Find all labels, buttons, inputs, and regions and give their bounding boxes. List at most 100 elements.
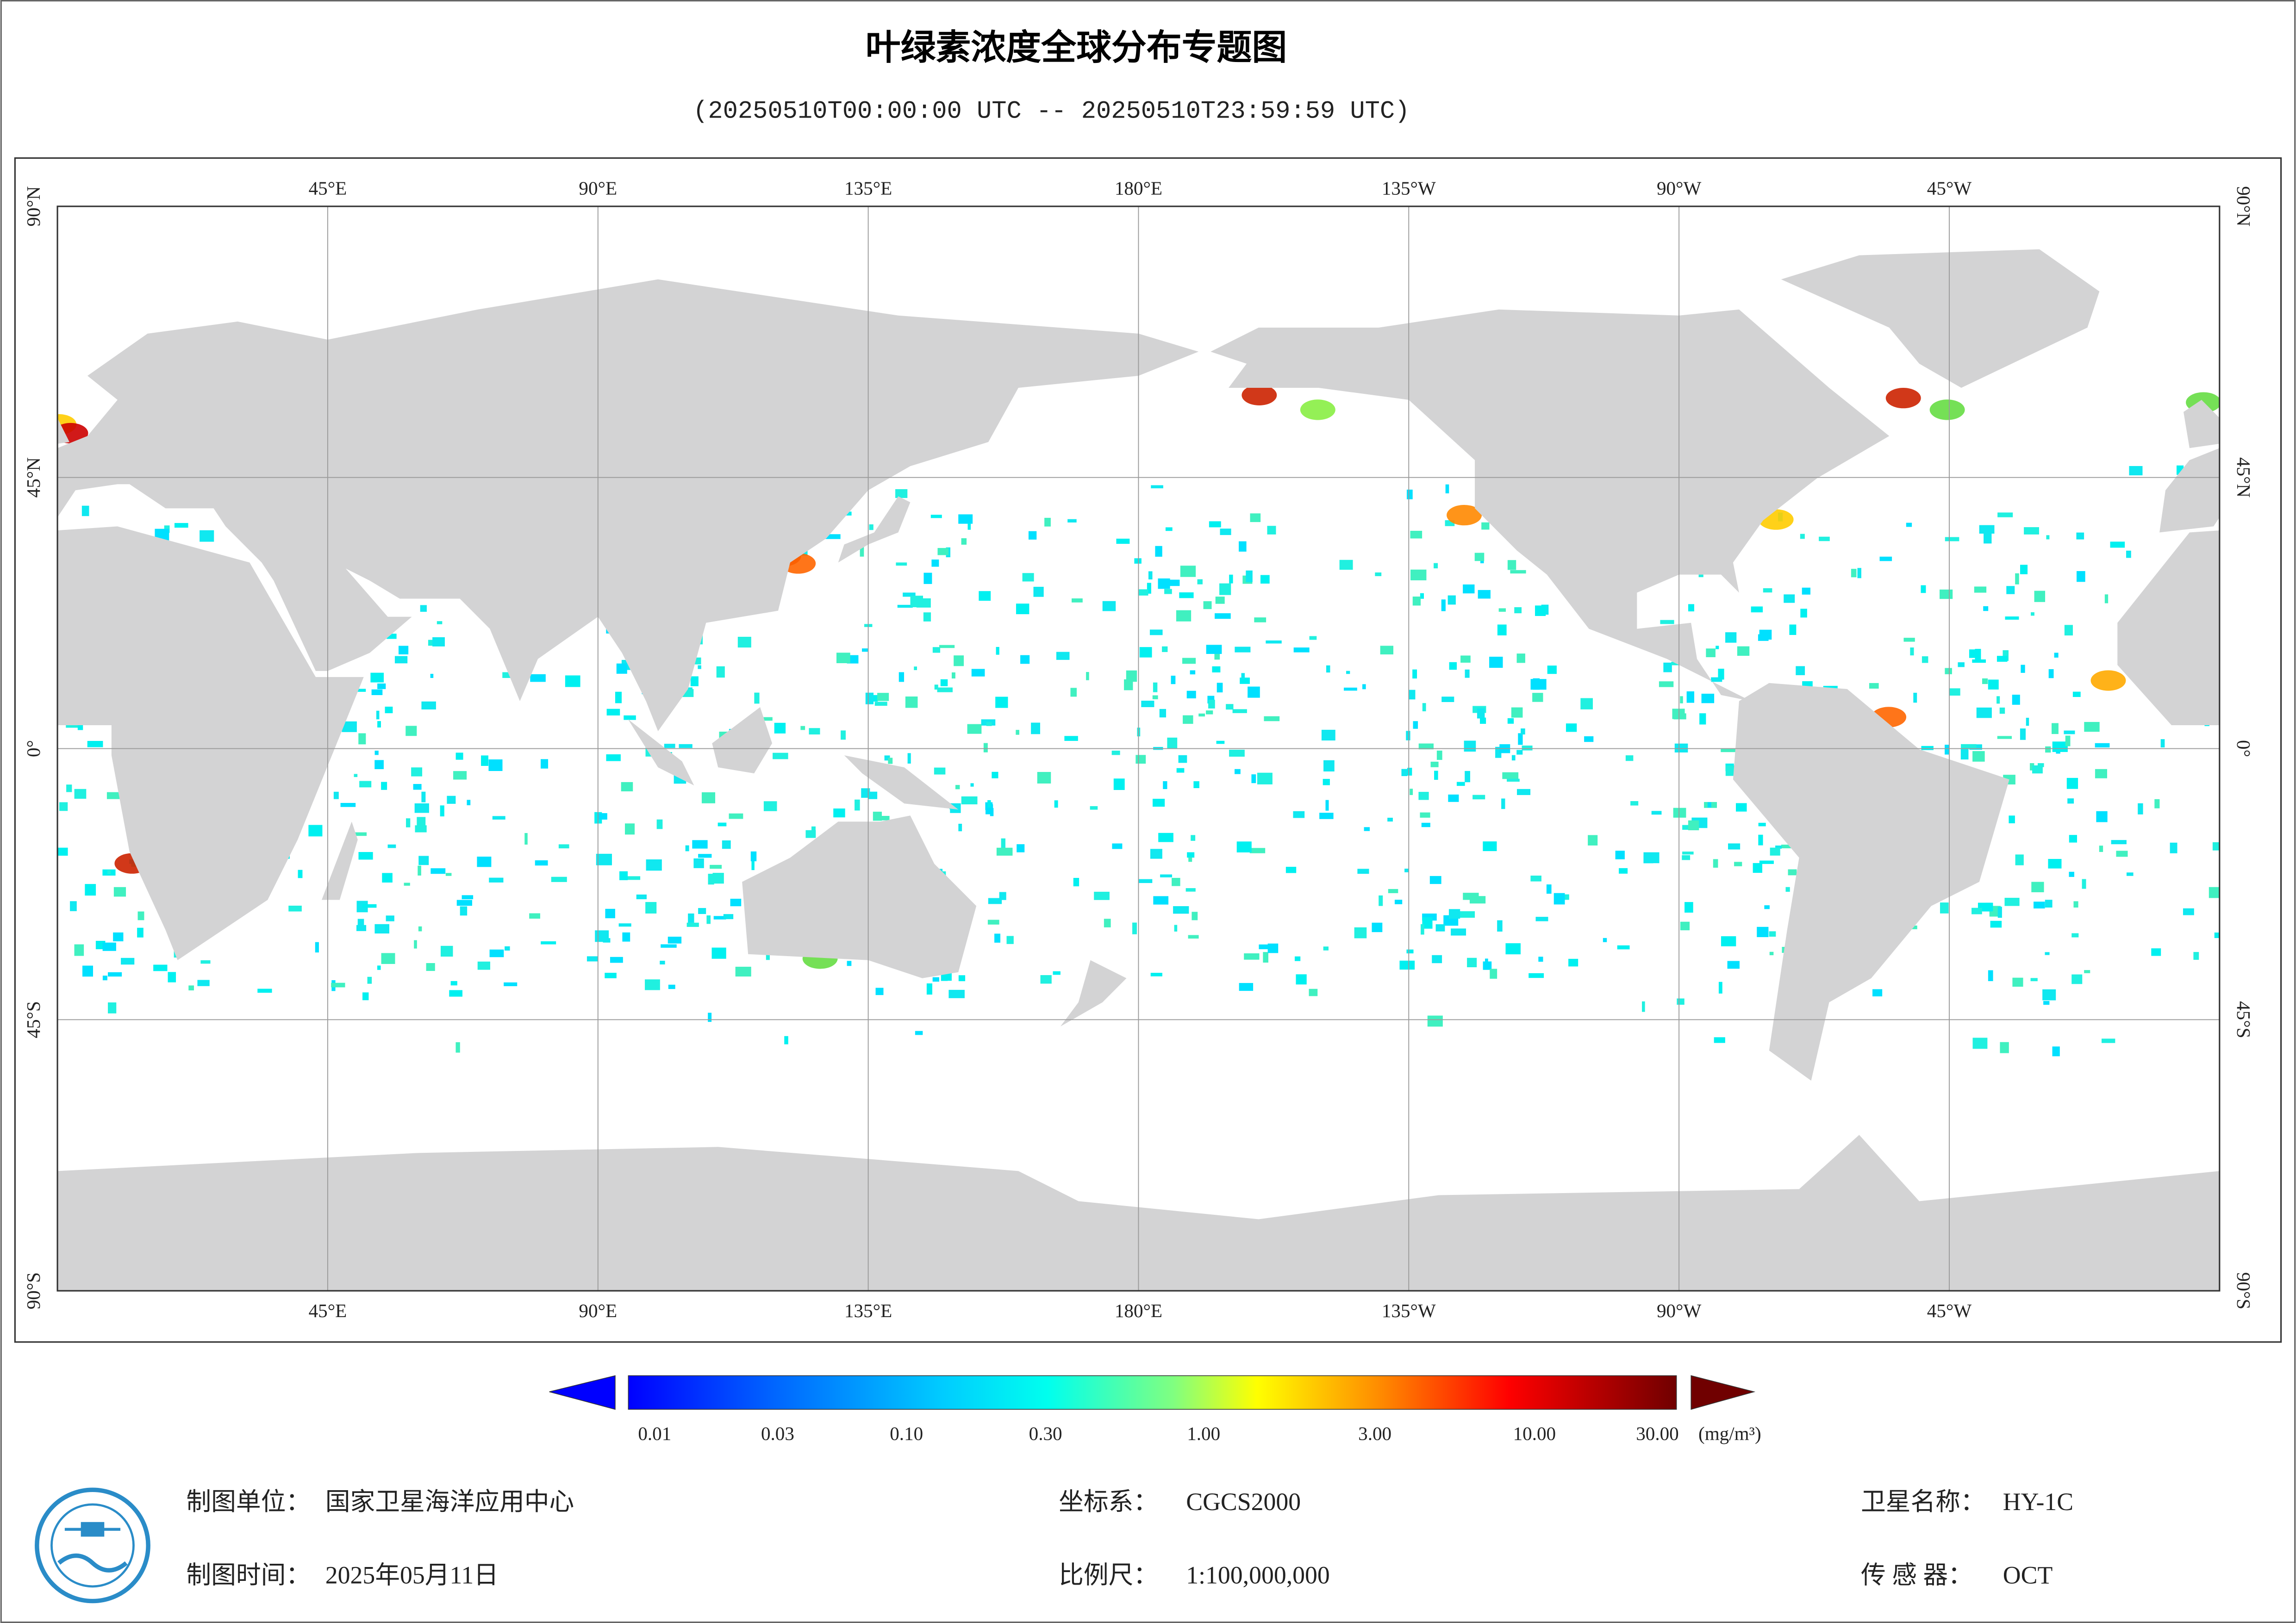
- chlorophyll-patch: [2095, 769, 2107, 778]
- chlorophyll-patch: [2067, 798, 2074, 804]
- colorbar-label: 0.30: [1029, 1423, 1062, 1444]
- chlorophyll-patch: [2021, 665, 2025, 673]
- chlorophyll-patch: [356, 925, 367, 931]
- chlorophyll-patch: [1588, 835, 1598, 846]
- longitude-label-bottom: 135°E: [844, 1300, 892, 1321]
- chlorophyll-patch: [529, 913, 540, 919]
- chlorophyll-patch: [979, 591, 991, 601]
- south-america: [1733, 683, 2009, 1081]
- chlorophyll-patch: [1309, 989, 1318, 996]
- chlorophyll-patch: [619, 871, 628, 880]
- chlorophyll-patch: [1427, 1015, 1443, 1027]
- chlorophyll-patch: [1070, 688, 1077, 697]
- chlorophyll-patch: [1643, 852, 1660, 864]
- chlorophyll-patch: [1497, 624, 1507, 635]
- chlorophyll-patch: [1721, 936, 1736, 946]
- chlorophyll-patch: [1788, 869, 1797, 876]
- chlorophyll-patch: [2126, 550, 2131, 558]
- chlorophyll-patch: [492, 816, 505, 820]
- chlorophyll-patch: [558, 844, 569, 849]
- chlorophyll-patch: [2034, 902, 2045, 909]
- chlorophyll-patch: [1112, 843, 1123, 849]
- chlorophyll-patch: [1167, 737, 1178, 749]
- chlorophyll-patch: [603, 938, 611, 943]
- chlorophyll-patch: [113, 932, 124, 942]
- chlorophyll-patch: [948, 989, 965, 998]
- chlorophyll-patch: [1521, 728, 1525, 735]
- chlorophyll-patch: [1404, 868, 1409, 872]
- chlorophyll-patch: [430, 868, 446, 874]
- chlorophyll-patch: [1372, 922, 1383, 933]
- chlorophyll-patch: [445, 873, 452, 876]
- chlorophyll-patch: [1158, 578, 1170, 589]
- chlorophyll-patch: [987, 920, 999, 925]
- chlorophyll-patch: [414, 803, 429, 813]
- chlorophyll-patch: [1819, 536, 1830, 541]
- chlorophyll-patch: [2077, 571, 2085, 582]
- chlorophyll-patch: [1682, 852, 1694, 855]
- chlorophyll-patch: [376, 710, 380, 720]
- chlorophyll-patch: [1183, 715, 1193, 724]
- chlorophyll-patch: [868, 791, 878, 799]
- chlorophyll-patch: [2005, 616, 2019, 620]
- latitude-label-left: 90°S: [23, 1272, 44, 1309]
- chlorophyll-patch: [1375, 572, 1382, 576]
- chlorophyll-patch: [362, 992, 369, 1001]
- chlorophyll-patch: [958, 823, 962, 832]
- chlorophyll-patch: [865, 692, 874, 704]
- sensor: OCT: [2003, 1561, 2053, 1589]
- colorbar-label: 0.01: [638, 1423, 671, 1444]
- chlorophyll-patch: [1116, 538, 1130, 544]
- chlorophyll-patch: [1420, 812, 1430, 818]
- chlorophyll-patch: [1040, 975, 1052, 984]
- chlorophyll-patch: [1323, 946, 1329, 951]
- chlorophyll-patch: [693, 858, 704, 868]
- chlorophyll-patch: [1680, 696, 1683, 703]
- chlorophyll-patch: [1111, 750, 1120, 755]
- chlorophyll-patch: [551, 877, 567, 882]
- chlorophyll-patch: [1380, 646, 1394, 655]
- chlorophyll-patch: [1674, 743, 1688, 752]
- latitude-label-left: 45°S: [23, 1001, 44, 1038]
- chlorophyll-patch: [718, 822, 727, 827]
- chlorophyll-patch: [1266, 640, 1282, 644]
- chlorophyll-patch: [1285, 866, 1297, 873]
- chlorophyll-patch: [2071, 974, 2083, 984]
- chlorophyll-patch: [875, 988, 884, 995]
- chlorophyll-patch: [995, 696, 1008, 708]
- chlorophyll-patch: [971, 669, 985, 677]
- chlorophyll-patch: [1699, 713, 1706, 725]
- chlorophyll-patch: [606, 709, 620, 715]
- chlorophyll-patch: [1945, 668, 1952, 674]
- chlorophyll-patch: [1152, 798, 1165, 807]
- chlorophyll-patch: [618, 923, 631, 927]
- chlorophyll-patch: [2170, 842, 2177, 853]
- chlorophyll-patch: [847, 961, 852, 966]
- chlorophyll-patch: [1379, 895, 1383, 906]
- chlorophyll-patch: [1357, 869, 1369, 874]
- latitude-label-right: 45°N: [2233, 457, 2254, 497]
- chlorophyll-patch: [698, 908, 706, 914]
- chlorophyll-patch: [1718, 668, 1724, 680]
- colorbar: 0.01 0.03 0.10 0.30 1.00 3.00 10.00 30.00 (mg/m…: [549, 1375, 1761, 1445]
- chlorophyll-patch: [81, 505, 89, 516]
- chlorophyll-patch: [413, 784, 422, 790]
- chlorophyll-patch: [1294, 956, 1301, 961]
- chlorophyll-patch: [690, 676, 699, 686]
- chlorophyll-patch: [1412, 669, 1417, 679]
- chlorophyll-patch: [970, 783, 974, 787]
- chlorophyll-patch: [2020, 728, 2026, 740]
- colorbar-label: 3.00: [1358, 1423, 1391, 1444]
- chlorophyll-patch: [137, 911, 144, 920]
- chlorophyll-patch: [1267, 526, 1276, 535]
- chlorophyll-patch: [625, 823, 635, 835]
- chlorophyll-patch: [932, 647, 941, 653]
- chlorophyll-patch: [646, 859, 662, 871]
- chlorophyll-patch: [598, 813, 607, 820]
- longitude-label-top: 135°E: [844, 178, 892, 199]
- chlorophyll-patch: [861, 788, 870, 798]
- chlorophyll-patch: [1410, 530, 1423, 539]
- chlorophyll-patch: [2129, 466, 2143, 476]
- chlorophyll-patch: [1630, 801, 1639, 806]
